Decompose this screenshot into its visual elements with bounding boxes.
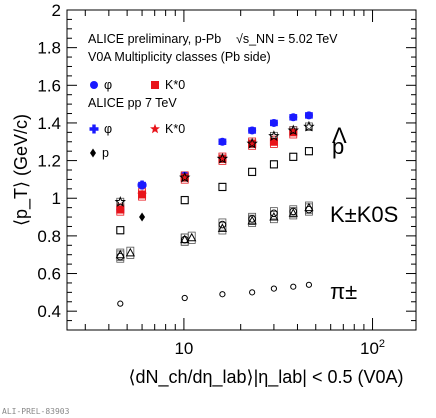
legend-kstar-ppb-marker bbox=[151, 81, 159, 89]
data-point bbox=[218, 154, 227, 163]
y-tick-label: 0.4 bbox=[37, 302, 61, 321]
data-point bbox=[218, 220, 227, 229]
data-point bbox=[187, 232, 197, 242]
series-6 bbox=[116, 147, 313, 235]
data-point bbox=[289, 113, 298, 122]
data-point bbox=[269, 137, 278, 146]
y-tick-label: 0.6 bbox=[37, 265, 61, 284]
header-line-2: V0A Multiplicity classes (Pb side) bbox=[88, 50, 271, 64]
axes: 0.4 0.6 0.8 1 1.2 1.4 1.6 1.8 2 10 102 bbox=[37, 1, 416, 358]
data-point bbox=[114, 196, 126, 207]
syst-box bbox=[305, 147, 313, 156]
species-proton-label: p bbox=[332, 134, 344, 159]
syst-box bbox=[248, 167, 257, 177]
series-1 bbox=[116, 128, 298, 214]
y-tick-label: 1.8 bbox=[37, 39, 61, 58]
data-point bbox=[218, 182, 227, 191]
y-tick-label: 1.2 bbox=[37, 152, 61, 171]
legend-markers bbox=[89, 81, 160, 158]
syst-box bbox=[126, 246, 135, 259]
legend-p-pp-label: p bbox=[102, 146, 109, 160]
header-energy: √s_NN = 5.02 TeV bbox=[236, 32, 338, 46]
data-point bbox=[270, 209, 278, 218]
series-4 bbox=[139, 212, 146, 222]
legend-kstar-ppb-label: K*0 bbox=[165, 78, 185, 92]
data-point bbox=[249, 289, 256, 296]
x-tick-label: 102 bbox=[360, 338, 385, 358]
series-7 bbox=[115, 202, 314, 259]
data-point bbox=[289, 207, 298, 216]
y-tick-label: 1 bbox=[52, 189, 61, 208]
syst-box bbox=[289, 152, 298, 161]
data-point bbox=[248, 126, 257, 135]
data-point bbox=[270, 285, 278, 292]
syst-box bbox=[180, 195, 189, 205]
legend-kstar-pp-marker bbox=[150, 123, 160, 134]
series-2 bbox=[137, 180, 147, 190]
data-point bbox=[287, 124, 299, 136]
series-3 bbox=[137, 189, 148, 199]
pp-header: ALICE pp 7 TeV bbox=[88, 96, 177, 110]
data-point bbox=[305, 205, 313, 214]
data-point bbox=[180, 173, 189, 182]
data-point bbox=[116, 226, 125, 235]
legend-phi-pp-label: φ bbox=[104, 122, 112, 136]
data-marks bbox=[114, 111, 315, 307]
data-point bbox=[137, 180, 147, 190]
preliminary-id: ALI-PREL-83903 bbox=[2, 407, 70, 416]
data-point bbox=[246, 137, 258, 149]
species-kaon-label: K±K0S bbox=[330, 202, 398, 227]
data-point bbox=[248, 215, 256, 223]
data-point bbox=[289, 152, 298, 161]
data-point bbox=[117, 300, 124, 307]
species-pion-label: π± bbox=[330, 279, 357, 304]
species-lambda-label: Λ bbox=[332, 123, 347, 148]
syst-box bbox=[116, 226, 125, 235]
legend-phi-ppb-marker bbox=[90, 81, 98, 89]
legend-p-pp-marker bbox=[90, 148, 96, 158]
data-point bbox=[269, 118, 278, 127]
data-point bbox=[304, 147, 313, 156]
data-point bbox=[216, 152, 229, 164]
data-point bbox=[288, 208, 298, 217]
data-point bbox=[137, 189, 148, 199]
data-point bbox=[125, 247, 135, 257]
data-point bbox=[116, 205, 125, 214]
y-tick-label: 2 bbox=[52, 1, 61, 20]
data-point bbox=[116, 252, 125, 261]
data-point bbox=[248, 167, 257, 176]
series-5 bbox=[114, 120, 315, 207]
y-tick-label: 0.8 bbox=[37, 227, 61, 246]
data-point bbox=[180, 196, 189, 205]
data-point bbox=[180, 235, 189, 244]
y-axis-title: ⟨p_T⟩ (GeV/c) bbox=[11, 114, 32, 226]
series-9 bbox=[117, 281, 313, 307]
data-point bbox=[290, 283, 297, 290]
x-axis-title: ⟨dN_ch/dη_lab⟩|η_lab| < 0.5 (V0A) bbox=[128, 367, 403, 388]
data-point bbox=[247, 215, 257, 225]
data-point bbox=[269, 160, 278, 169]
y-tick-label: 1.4 bbox=[37, 114, 61, 133]
syst-box bbox=[270, 160, 278, 169]
data-point bbox=[303, 120, 315, 132]
data-point bbox=[139, 212, 146, 222]
data-point bbox=[305, 281, 313, 288]
y-tick-label: 1.6 bbox=[37, 76, 61, 95]
x-tick-label: 10 bbox=[174, 339, 193, 358]
data-point bbox=[179, 171, 191, 183]
header-line-1: ALICE preliminary, p-Pb bbox=[88, 32, 221, 46]
data-point bbox=[248, 139, 257, 148]
data-point bbox=[304, 111, 313, 120]
data-point bbox=[181, 294, 188, 302]
data-point bbox=[219, 291, 226, 298]
legend-phi-pp-marker bbox=[89, 124, 99, 134]
data-point bbox=[268, 130, 280, 141]
data-point bbox=[218, 137, 227, 146]
legend-kstar-pp-label: K*0 bbox=[165, 122, 185, 136]
syst-box bbox=[218, 182, 227, 192]
legend-phi-ppb-label: φ bbox=[104, 78, 112, 92]
series-8 bbox=[116, 205, 313, 261]
